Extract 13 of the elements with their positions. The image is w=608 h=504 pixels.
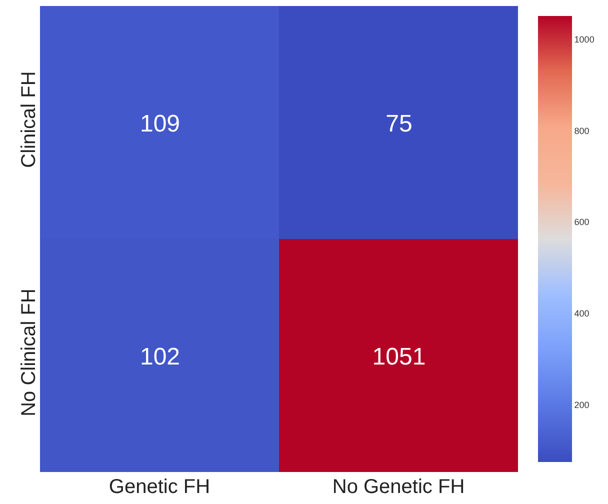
x-tick-label: No Genetic FH [332, 476, 465, 498]
color-bar-label: 800 [574, 126, 590, 136]
color-bar-label: 600 [574, 217, 590, 228]
y-tick-label: Clinical FH [18, 71, 40, 168]
data-label: 75 [386, 110, 412, 138]
data-label: 102 [140, 343, 180, 370]
y-tick-label: No Clinical FH [18, 288, 40, 416]
color-bar-label: 200 [574, 400, 590, 410]
x-tick-label: Genetic FH [108, 476, 210, 498]
color-bar-label: 400 [574, 308, 590, 319]
data-label: 109 [140, 110, 180, 138]
data-label: 1051 [372, 343, 426, 370]
color-bar-label: 1000 [574, 34, 594, 44]
